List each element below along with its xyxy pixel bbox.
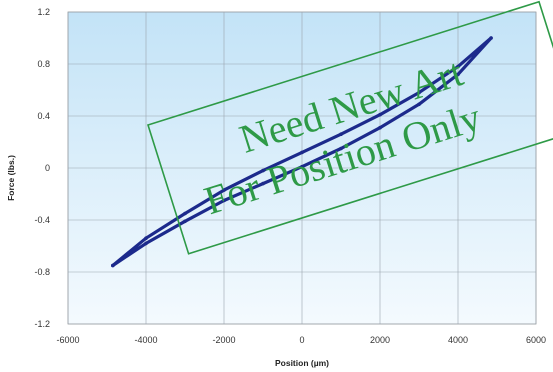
x-tick-label: 2000 — [370, 335, 390, 345]
data-point — [378, 112, 382, 117]
grid-lines — [67, 11, 537, 325]
data-point — [261, 168, 265, 173]
y-tick-label: -0.4 — [34, 215, 50, 225]
y-tick-label: -1.2 — [34, 319, 50, 329]
x-tick-label: 4000 — [448, 335, 468, 345]
data-point — [417, 90, 421, 95]
data-point — [144, 236, 148, 240]
data-point — [456, 64, 460, 69]
watermark-frame — [146, 0, 553, 255]
data-point — [300, 150, 304, 155]
data-point — [111, 263, 115, 268]
data-point — [417, 102, 421, 107]
x-tick-label: -4000 — [134, 335, 157, 345]
data-point — [183, 219, 187, 224]
x-tick-label: -2000 — [212, 335, 235, 345]
y-axis-label: Force (lbs.) — [6, 155, 16, 201]
x-axis-label: Position (µm) — [275, 358, 329, 368]
y-tick-label: 1.2 — [37, 7, 50, 17]
y-tick-label: -0.8 — [34, 267, 50, 277]
data-point — [378, 125, 382, 130]
data-point — [339, 132, 343, 136]
x-tick-label: -6000 — [56, 335, 79, 345]
data-point — [261, 181, 265, 186]
data-point — [222, 198, 226, 203]
data-point — [489, 36, 493, 40]
data-point — [300, 164, 304, 169]
y-axis-ticks: 1.2 0.8 0.4 0 -0.4 -0.8 -1.2 — [34, 7, 50, 329]
data-point — [222, 188, 226, 192]
data-point — [339, 146, 343, 151]
data-point — [144, 241, 148, 246]
data-point — [456, 72, 460, 77]
x-tick-label: 6000 — [526, 335, 546, 345]
y-tick-label: 0.4 — [37, 111, 50, 121]
x-tick-label: 0 — [299, 335, 304, 345]
x-axis-ticks: -6000 -4000 -2000 0 2000 4000 6000 — [56, 335, 546, 345]
data-series — [111, 36, 493, 268]
data-point — [183, 211, 187, 216]
y-tick-label: 0 — [45, 163, 50, 173]
y-tick-label: 0.8 — [37, 59, 50, 69]
